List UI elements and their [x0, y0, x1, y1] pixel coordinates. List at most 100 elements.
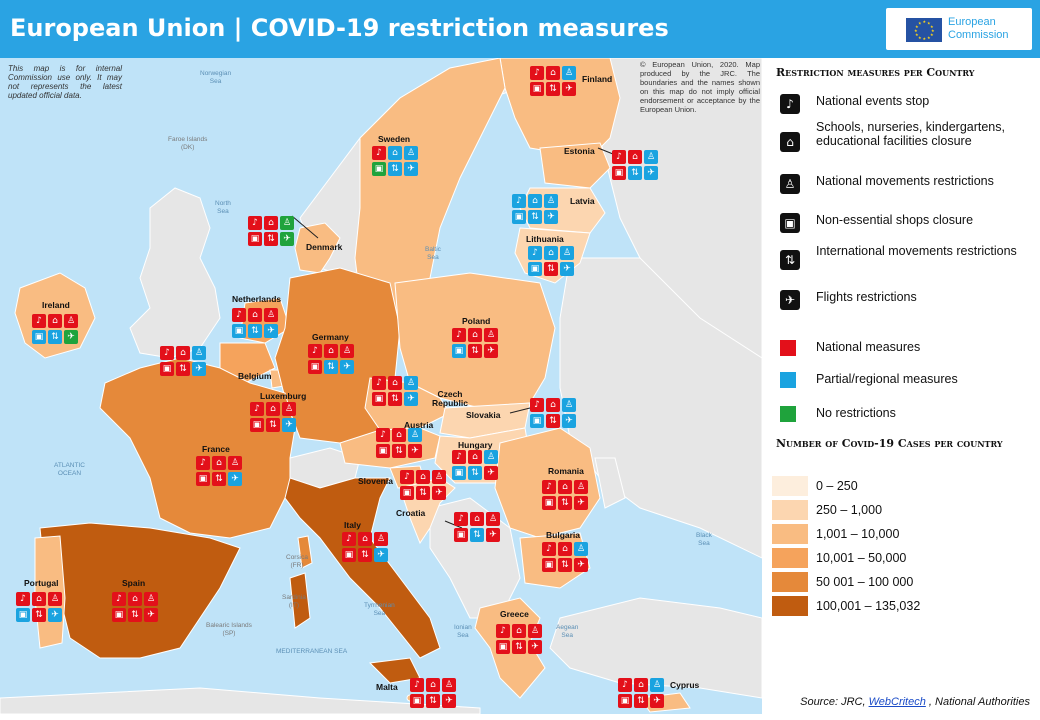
arrows-icon: ⇅	[558, 558, 572, 572]
plane-icon: ✈	[340, 360, 354, 374]
events-icon: ♪	[410, 678, 424, 692]
measure-icons-hungary: ♪ ⌂ ♙ ▣ ⇅ ✈	[452, 450, 498, 480]
arrows-icon: ⇅	[558, 496, 572, 510]
country-label-denmark: Denmark	[306, 242, 343, 252]
arrows-icon: ⇅	[212, 472, 226, 486]
measure-icons-sweden: ♪ ⌂ ♙ ▣ ⇅ ✈	[372, 146, 418, 176]
greece-shape	[474, 597, 546, 699]
school-icon: ⌂	[780, 132, 800, 152]
country-label-slovakia: Slovakia	[466, 410, 501, 420]
walking-person-icon: ♙	[780, 174, 800, 194]
school-icon: ⌂	[176, 346, 190, 360]
commission-name: European Commission	[948, 16, 1009, 42]
logo-line-2: Commission	[948, 29, 1009, 41]
internal-use-note: This map is for internal Commission use …	[8, 64, 122, 100]
school-icon: ⌂	[392, 428, 406, 442]
measure-icons-bulgaria: ♪ ⌂ ♙ ▣ ⇅ ✈	[542, 542, 588, 572]
school-icon: ⌂	[512, 624, 526, 638]
svg-text:★: ★	[923, 19, 927, 24]
events-icon: ♪	[250, 402, 264, 416]
arrows-icon: ⇅	[48, 330, 62, 344]
case-swatch-4	[772, 572, 808, 592]
school-icon: ⌂	[388, 376, 402, 390]
plane-icon: ✈	[282, 418, 296, 432]
legend-no-restrictions: No restrictions	[776, 404, 1038, 424]
plane-icon: ✈	[404, 162, 418, 176]
events-icon: ♪	[248, 216, 262, 230]
school-icon: ⌂	[388, 146, 402, 160]
walking-person-icon: ♙	[192, 346, 206, 360]
legend-label-schools: Schools, nurseries, kindergartens, educa…	[816, 120, 1005, 148]
events-icon: ♪	[612, 150, 626, 164]
shop-icon: ▣	[542, 496, 556, 510]
walking-person-icon: ♙	[264, 308, 278, 322]
denmark-shape	[294, 222, 341, 274]
school-icon: ⌂	[628, 150, 642, 164]
measure-icons-latvia: ♪ ⌂ ♙ ▣ ⇅ ✈	[512, 194, 558, 224]
source-suffix: , National Authorities	[925, 696, 1030, 708]
measure-icons-italy: ♪ ⌂ ♙ ▣ ⇅ ✈	[342, 532, 388, 562]
source-link-webcritech[interactable]: WebCritech	[868, 696, 926, 708]
european-commission-logo: ★ ★ ★ ★ ★ ★ ★ ★ ★ ★ ★ ★ European Commission	[886, 8, 1032, 50]
shop-icon: ▣	[452, 466, 466, 480]
events-icon: ♪	[452, 328, 466, 342]
walking-person-icon: ♙	[574, 480, 588, 494]
case-swatch-3	[772, 548, 808, 568]
header-bar: European Union | COVID-19 restriction me…	[0, 0, 1040, 58]
case-label-4: 50 001 – 100 000	[816, 575, 914, 589]
legend-label-partial: Partial/regional measures	[816, 372, 958, 386]
uk-shape	[129, 187, 221, 359]
plane-icon: ✈	[484, 344, 498, 358]
legend-label-flights: Flights restrictions	[816, 290, 917, 304]
school-icon: ⌂	[324, 344, 338, 358]
legend-item-international: ⇅ International movements restrictions	[776, 244, 1036, 276]
events-icon: ♪	[160, 346, 174, 360]
svg-text:★: ★	[915, 32, 919, 37]
walking-person-icon: ♙	[486, 512, 500, 526]
case-label-0: 0 – 250	[816, 479, 858, 493]
events-icon: ♪	[342, 532, 356, 546]
legend-label-events: National events stop	[816, 94, 930, 108]
measure-icons-netherlands: ♪ ⌂ ♙ ▣ ⇅ ✈	[232, 308, 278, 338]
shop-icon: ▣	[410, 694, 424, 708]
corsica-shape	[297, 535, 313, 569]
country-label-luxemburg: Luxemburg	[260, 391, 307, 401]
legend-item-flights: ✈ Flights restrictions	[776, 288, 1036, 316]
walking-person-icon: ♙	[404, 146, 418, 160]
events-icon: ♪	[308, 344, 322, 358]
events-icon: ♪	[530, 66, 544, 80]
plane-icon: ✈	[64, 330, 78, 344]
island-label-faroe: Faroe Islands (DK)	[168, 136, 208, 151]
events-icon: ♪	[618, 678, 632, 692]
plane-icon: ✈	[562, 82, 576, 96]
walking-person-icon: ♙	[432, 470, 446, 484]
country-label-belgium: Belgium	[238, 371, 272, 381]
arrows-icon: ⇅	[128, 608, 142, 622]
page-title: European Union | COVID-19 restriction me…	[10, 14, 669, 42]
plane-icon: ✈	[574, 496, 588, 510]
plane-icon: ✈	[192, 362, 206, 376]
sea-label-baltic: Baltic Sea	[425, 246, 441, 261]
walking-person-icon: ♙	[650, 678, 664, 692]
measure-icons-lithuania: ♪ ⌂ ♙ ▣ ⇅ ✈	[528, 246, 574, 276]
legend-case-0: 0 – 250	[772, 476, 858, 496]
moldova-shape	[594, 457, 626, 509]
no-restriction-swatch	[780, 406, 796, 422]
school-icon: ⌂	[546, 398, 560, 412]
shop-icon: ▣	[376, 444, 390, 458]
legend-label-movements: National movements restrictions	[816, 174, 994, 188]
events-icon: ♪	[372, 146, 386, 160]
arrows-icon: ⇅	[388, 392, 402, 406]
arrows-icon: ⇅	[426, 694, 440, 708]
svg-text:★: ★	[915, 24, 919, 29]
measure-icons-greece: ♪ ⌂ ♙ ▣ ⇅ ✈	[496, 624, 542, 654]
plane-icon: ✈	[442, 694, 456, 708]
measure-icons-portugal: ♪ ⌂ ♙ ▣ ⇅ ✈	[16, 592, 62, 622]
shop-icon: ▣	[400, 486, 414, 500]
legend-item-schools: ⌂ Schools, nurseries, kindergartens, edu…	[776, 120, 1036, 164]
legend-label-shops: Non-essential shops closure	[816, 213, 974, 227]
arrows-icon: ⇅	[248, 324, 262, 338]
plane-icon: ✈	[780, 290, 800, 310]
country-label-greece: Greece	[500, 609, 529, 619]
island-label-sardinia: Sardinia (IT)	[282, 594, 306, 609]
